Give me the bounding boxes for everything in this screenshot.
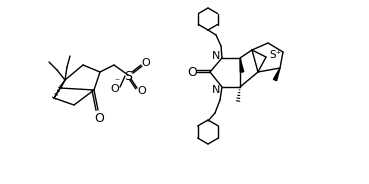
Text: S: S: [123, 72, 131, 84]
Text: O: O: [103, 81, 111, 91]
Text: S: S: [124, 70, 132, 82]
Text: N: N: [212, 85, 220, 95]
Text: O: O: [141, 62, 149, 72]
Polygon shape: [240, 58, 244, 72]
Text: O: O: [142, 58, 151, 68]
Text: O: O: [187, 66, 197, 79]
Text: S⁺: S⁺: [269, 50, 281, 60]
Bar: [35, 5, 195, 135]
Polygon shape: [270, 73, 276, 84]
Text: O: O: [136, 89, 144, 99]
Text: O: O: [94, 112, 104, 125]
Text: O: O: [85, 119, 95, 132]
Text: ⁻: ⁻: [114, 77, 120, 87]
Text: N: N: [212, 51, 220, 61]
Text: N: N: [219, 84, 227, 94]
Bar: [190, 0, 365, 165]
Text: O: O: [138, 86, 146, 96]
Polygon shape: [273, 68, 280, 81]
Text: S⁺: S⁺: [280, 49, 292, 59]
Text: O: O: [192, 66, 202, 79]
Polygon shape: [241, 87, 248, 100]
Text: O⁻: O⁻: [146, 56, 159, 66]
Polygon shape: [248, 57, 253, 69]
Text: N: N: [219, 50, 227, 60]
Text: O: O: [111, 84, 120, 94]
